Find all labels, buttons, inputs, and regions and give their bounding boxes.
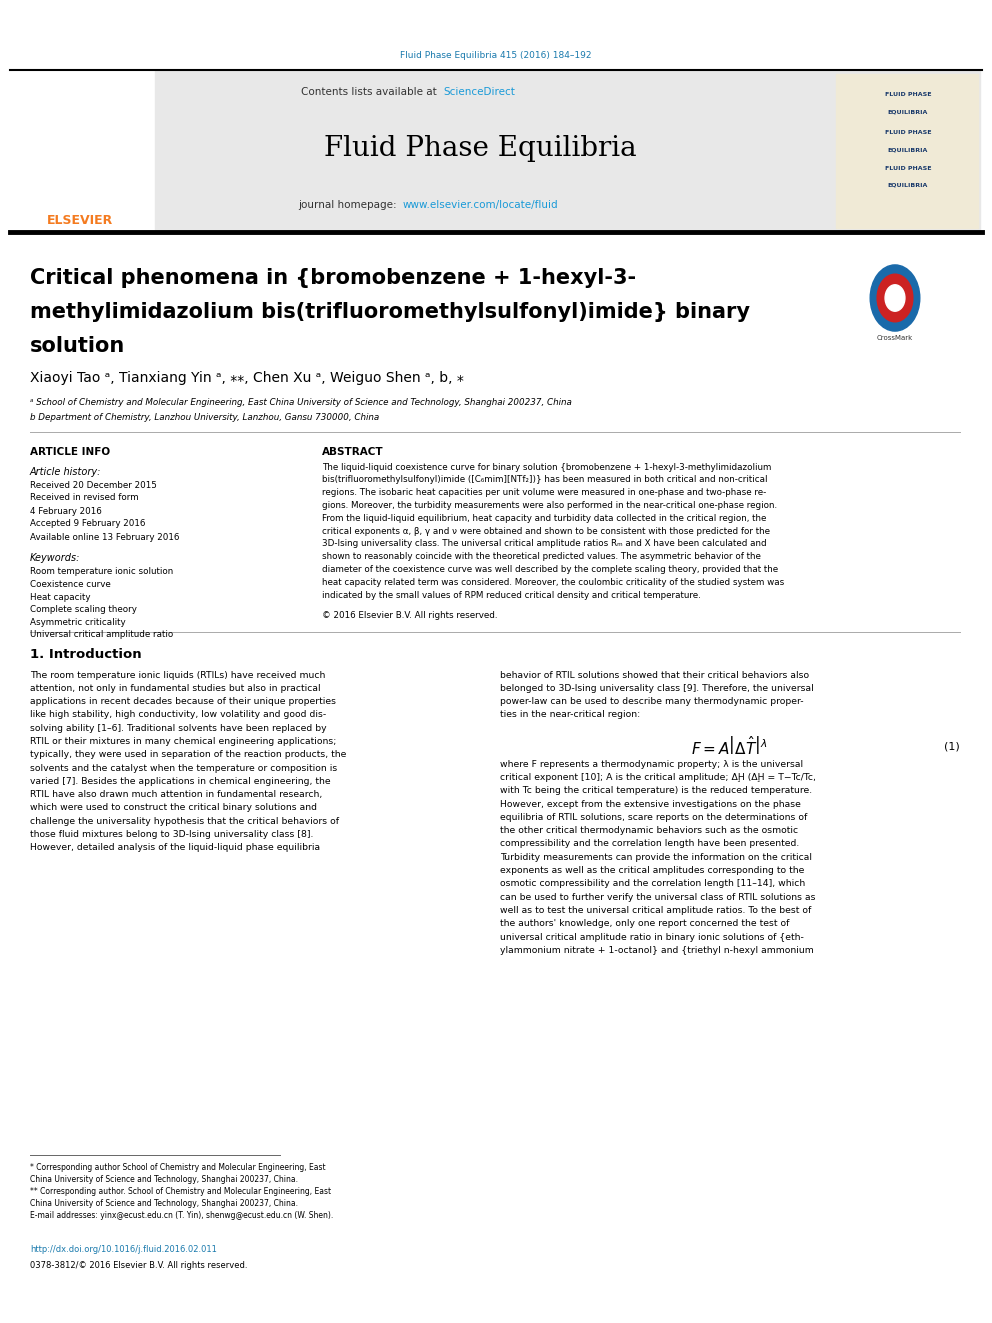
Text: exponents as well as the critical amplitudes corresponding to the: exponents as well as the critical amplit…	[500, 867, 805, 875]
Text: challenge the universality hypothesis that the critical behaviors of: challenge the universality hypothesis th…	[30, 816, 339, 826]
Text: China University of Science and Technology, Shanghai 200237, China.: China University of Science and Technolo…	[30, 1176, 298, 1184]
Text: Fluid Phase Equilibria: Fluid Phase Equilibria	[323, 135, 636, 161]
Text: power-law can be used to describe many thermodynamic proper-: power-law can be used to describe many t…	[500, 697, 804, 706]
Text: well as to test the universal critical amplitude ratios. To the best of: well as to test the universal critical a…	[500, 906, 811, 916]
Text: Xiaoyi Tao ᵃ, Tianxiang Yin ᵃ, ⁎⁎, Chen Xu ᵃ, Weiguo Shen ᵃ, b, ⁎: Xiaoyi Tao ᵃ, Tianxiang Yin ᵃ, ⁎⁎, Chen …	[30, 370, 464, 385]
Text: applications in recent decades because of their unique properties: applications in recent decades because o…	[30, 697, 336, 706]
Text: shown to reasonably coincide with the theoretical predicted values. The asymmetr: shown to reasonably coincide with the th…	[322, 552, 761, 561]
Text: with Tc being the critical temperature) is the reduced temperature.: with Tc being the critical temperature) …	[500, 786, 812, 795]
Text: Contents lists available at: Contents lists available at	[301, 87, 440, 97]
Text: ylammonium nitrate + 1-octanol} and {triethyl n-hexyl ammonium: ylammonium nitrate + 1-octanol} and {tri…	[500, 946, 813, 955]
Text: ** Corresponding author. School of Chemistry and Molecular Engineering, East: ** Corresponding author. School of Chemi…	[30, 1188, 331, 1196]
Text: the other critical thermodynamic behaviors such as the osmotic: the other critical thermodynamic behavio…	[500, 826, 799, 835]
Text: solving ability [1–6]. Traditional solvents have been replaced by: solving ability [1–6]. Traditional solve…	[30, 724, 326, 733]
Text: Critical phenomena in {bromobenzene + 1-hexyl-3-: Critical phenomena in {bromobenzene + 1-…	[30, 269, 636, 288]
Text: can be used to further verify the universal class of RTIL solutions as: can be used to further verify the univer…	[500, 893, 815, 902]
Text: Coexistence curve: Coexistence curve	[30, 579, 111, 589]
Text: E-mail addresses: yinx@ecust.edu.cn (T. Yin), shenwg@ecust.edu.cn (W. Shen).: E-mail addresses: yinx@ecust.edu.cn (T. …	[30, 1212, 333, 1221]
Text: regions. The isobaric heat capacities per unit volume were measured in one-phase: regions. The isobaric heat capacities pe…	[322, 488, 766, 497]
Text: critical exponents α, β, γ and ν were obtained and shown to be consistent with t: critical exponents α, β, γ and ν were ob…	[322, 527, 770, 536]
Text: methylimidazolium bis(trifluoromethylsulfonyl)imide} binary: methylimidazolium bis(trifluoromethylsul…	[30, 302, 750, 321]
Text: The liquid-liquid coexistence curve for binary solution {bromobenzene + 1-hexyl-: The liquid-liquid coexistence curve for …	[322, 463, 772, 471]
Text: Available online 13 February 2016: Available online 13 February 2016	[30, 532, 180, 541]
Circle shape	[870, 265, 920, 331]
Text: compressibility and the correlation length have been presented.: compressibility and the correlation leng…	[500, 840, 800, 848]
Text: diameter of the coexistence curve was well described by the complete scaling the: diameter of the coexistence curve was we…	[322, 565, 778, 574]
Text: FLUID PHASE: FLUID PHASE	[885, 93, 931, 98]
Text: ABSTRACT: ABSTRACT	[322, 447, 384, 456]
Text: ELSEVIER: ELSEVIER	[47, 213, 113, 226]
Text: which were used to construct the critical binary solutions and: which were used to construct the critica…	[30, 803, 317, 812]
Text: Article history:: Article history:	[30, 467, 101, 478]
Text: Complete scaling theory: Complete scaling theory	[30, 605, 137, 614]
Text: ᵃ School of Chemistry and Molecular Engineering, East China University of Scienc: ᵃ School of Chemistry and Molecular Engi…	[30, 398, 571, 407]
Text: bis(trifluoromethylsulfonyl)imide ([C₆mim][NTf₂])} has been measured in both cri: bis(trifluoromethylsulfonyl)imide ([C₆mi…	[322, 475, 768, 484]
Text: heat capacity related term was considered. Moreover, the coulombic criticality o: heat capacity related term was considere…	[322, 578, 785, 586]
Text: Keywords:: Keywords:	[30, 553, 80, 564]
Bar	[836, 74, 978, 228]
Text: Asymmetric criticality: Asymmetric criticality	[30, 618, 126, 627]
Text: From the liquid-liquid equilibrium, heat capacity and turbidity data collected i: From the liquid-liquid equilibrium, heat…	[322, 513, 767, 523]
Text: EQUILIBRIA: EQUILIBRIA	[888, 147, 929, 152]
Text: solvents and the catalyst when the temperature or composition is: solvents and the catalyst when the tempe…	[30, 763, 337, 773]
Text: Heat capacity: Heat capacity	[30, 593, 90, 602]
Text: universal critical amplitude ratio in binary ionic solutions of {eth-: universal critical amplitude ratio in bi…	[500, 933, 804, 942]
Text: journal homepage:: journal homepage:	[299, 200, 400, 210]
Text: varied [7]. Besides the applications in chemical engineering, the: varied [7]. Besides the applications in …	[30, 777, 330, 786]
Text: gions. Moreover, the turbidity measurements were also performed in the near-crit: gions. Moreover, the turbidity measureme…	[322, 501, 777, 509]
Text: * Corresponding author School of Chemistry and Molecular Engineering, East: * Corresponding author School of Chemist…	[30, 1163, 325, 1172]
Text: FLUID PHASE: FLUID PHASE	[885, 165, 931, 171]
Circle shape	[877, 274, 913, 321]
Text: like high stability, high conductivity, low volatility and good dis-: like high stability, high conductivity, …	[30, 710, 326, 720]
Bar	[12, 71, 148, 228]
Text: www.elsevier.com/locate/fluid: www.elsevier.com/locate/fluid	[403, 200, 558, 210]
Circle shape	[885, 284, 905, 311]
Text: b Department of Chemistry, Lanzhou University, Lanzhou, Gansu 730000, China: b Department of Chemistry, Lanzhou Unive…	[30, 413, 379, 422]
Text: those fluid mixtures belong to 3D-Ising universality class [8].: those fluid mixtures belong to 3D-Ising …	[30, 830, 313, 839]
Text: © 2016 Elsevier B.V. All rights reserved.: © 2016 Elsevier B.V. All rights reserved…	[322, 610, 498, 619]
Text: However, except from the extensive investigations on the phase: However, except from the extensive inves…	[500, 799, 801, 808]
Text: 0378-3812/© 2016 Elsevier B.V. All rights reserved.: 0378-3812/© 2016 Elsevier B.V. All right…	[30, 1261, 247, 1270]
Text: EQUILIBRIA: EQUILIBRIA	[888, 110, 929, 115]
Text: China University of Science and Technology, Shanghai 200237, China.: China University of Science and Technolo…	[30, 1200, 298, 1208]
Text: equilibria of RTIL solutions, scare reports on the determinations of: equilibria of RTIL solutions, scare repo…	[500, 812, 807, 822]
Text: ScienceDirect: ScienceDirect	[443, 87, 515, 97]
Text: solution: solution	[30, 336, 125, 356]
Text: $F = A\left|\Delta\hat{T}\right|^{\lambda}$: $F = A\left|\Delta\hat{T}\right|^{\lambd…	[690, 736, 768, 757]
Text: (1): (1)	[944, 741, 960, 751]
Text: osmotic compressibility and the correlation length [11–14], which: osmotic compressibility and the correlat…	[500, 880, 806, 889]
Text: Turbidity measurements can provide the information on the critical: Turbidity measurements can provide the i…	[500, 853, 812, 861]
Text: belonged to 3D-Ising universality class [9]. Therefore, the universal: belonged to 3D-Ising universality class …	[500, 684, 813, 693]
Text: attention, not only in fundamental studies but also in practical: attention, not only in fundamental studi…	[30, 684, 320, 693]
Text: the authors' knowledge, only one report concerned the test of: the authors' knowledge, only one report …	[500, 919, 790, 929]
Text: However, detailed analysis of the liquid-liquid phase equilibria: However, detailed analysis of the liquid…	[30, 843, 320, 852]
Text: typically, they were used in separation of the reaction products, the: typically, they were used in separation …	[30, 750, 346, 759]
Text: RTIL or their mixtures in many chemical engineering applications;: RTIL or their mixtures in many chemical …	[30, 737, 336, 746]
Text: where F represents a thermodynamic property; λ is the universal: where F represents a thermodynamic prope…	[500, 759, 804, 769]
Text: Room temperature ionic solution: Room temperature ionic solution	[30, 568, 174, 577]
Text: EQUILIBRIA: EQUILIBRIA	[888, 183, 929, 188]
Text: The room temperature ionic liquids (RTILs) have received much: The room temperature ionic liquids (RTIL…	[30, 671, 325, 680]
Text: critical exponent [10]; A is the critical amplitude; ΔḨ (ΔḨ = T−Tc/Tc,: critical exponent [10]; A is the critica…	[500, 773, 815, 782]
Bar	[155, 70, 980, 232]
Text: behavior of RTIL solutions showed that their critical behaviors also: behavior of RTIL solutions showed that t…	[500, 671, 809, 680]
Text: Received 20 December 2015: Received 20 December 2015	[30, 480, 157, 490]
Text: CrossMark: CrossMark	[877, 335, 913, 341]
Text: ARTICLE INFO: ARTICLE INFO	[30, 447, 110, 456]
Text: Fluid Phase Equilibria 415 (2016) 184–192: Fluid Phase Equilibria 415 (2016) 184–19…	[400, 50, 592, 60]
Text: http://dx.doi.org/10.1016/j.fluid.2016.02.011: http://dx.doi.org/10.1016/j.fluid.2016.0…	[30, 1245, 217, 1254]
Text: 4 February 2016: 4 February 2016	[30, 507, 102, 516]
Text: RTIL have also drawn much attention in fundamental research,: RTIL have also drawn much attention in f…	[30, 790, 322, 799]
Text: Universal critical amplitude ratio: Universal critical amplitude ratio	[30, 630, 174, 639]
Text: Received in revised form: Received in revised form	[30, 493, 139, 503]
Text: 1. Introduction: 1. Introduction	[30, 648, 142, 662]
Text: 3D-Ising universality class. The universal critical amplitude ratios Rₘ and X ha: 3D-Ising universality class. The univers…	[322, 540, 767, 548]
Text: ties in the near-critical region:: ties in the near-critical region:	[500, 710, 640, 720]
Text: indicated by the small values of RPM reduced critical density and critical tempe: indicated by the small values of RPM red…	[322, 590, 700, 599]
Text: Accepted 9 February 2016: Accepted 9 February 2016	[30, 520, 146, 528]
Text: FLUID PHASE: FLUID PHASE	[885, 131, 931, 135]
